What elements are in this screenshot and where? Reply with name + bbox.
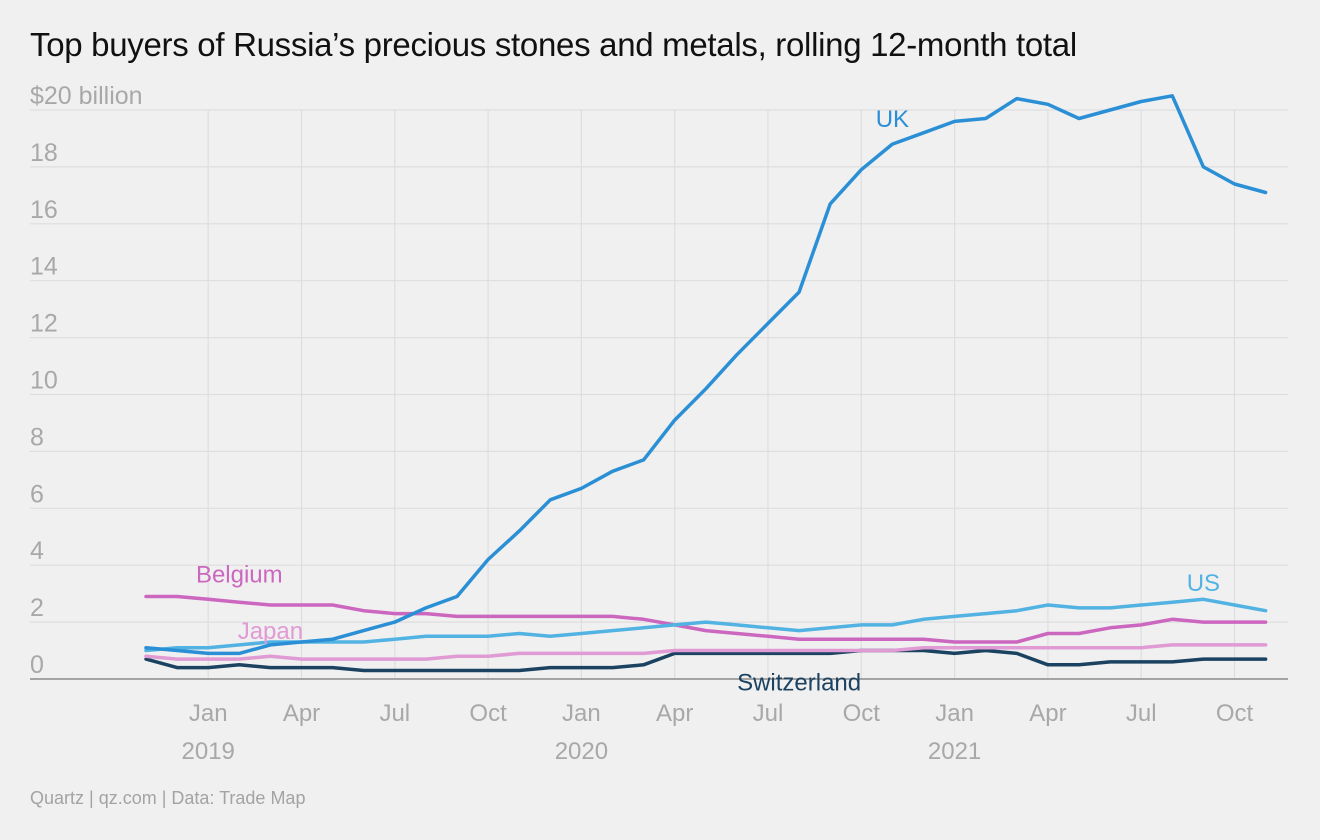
x-tick-label: Jul	[753, 700, 784, 727]
grid-lines	[30, 109, 1288, 679]
x-tick-label: Apr	[283, 700, 320, 727]
x-year-label: 2020	[555, 738, 608, 765]
y-tick-label: 12	[30, 310, 58, 338]
x-tick-label: Jan	[189, 700, 228, 727]
y-axis: 0 2 4 6 8 10 12 14 16 18 $20 billion	[30, 82, 143, 679]
y-tick-label: 14	[30, 253, 58, 281]
x-tick-label: Oct	[1216, 700, 1254, 727]
series-labels: UK US Belgium Japan Switzerland	[196, 106, 1220, 696]
series-lines	[144, 94, 1268, 673]
x-tick-label: Jul	[379, 700, 410, 727]
x-tick-label: Apr	[656, 700, 693, 727]
chart-source: Quartz | qz.com | Data: Trade Map	[30, 788, 306, 808]
series-label-uk: UK	[876, 106, 909, 133]
y-tick-label: 18	[30, 139, 58, 167]
series-label-belgium: Belgium	[196, 561, 283, 588]
x-tick-label: Jul	[1126, 700, 1157, 727]
x-axis: Jan Apr Jul Oct Jan Apr Jul Oct Jan Apr Jul Oct 2019…	[30, 678, 1288, 765]
x-year-label: 2019	[182, 738, 235, 765]
y-tick-label: 2	[30, 594, 44, 622]
series-line-japan	[144, 643, 1268, 661]
x-tick-label: Jan	[562, 700, 601, 727]
series-label-japan: Japan	[238, 618, 303, 645]
y-tick-label: 10	[30, 367, 58, 395]
y-tick-label: 4	[30, 537, 44, 565]
series-line-us	[144, 597, 1268, 653]
series-label-us: US	[1187, 570, 1220, 597]
y-tick-label: 8	[30, 423, 44, 451]
y-tick-label: $20 billion	[30, 82, 143, 110]
x-tick-label: Jan	[935, 700, 974, 727]
x-tick-label: Apr	[1029, 700, 1066, 727]
series-line-uk	[144, 94, 1268, 656]
x-tick-label: Oct	[843, 700, 881, 727]
x-tick-label: Oct	[469, 700, 507, 727]
series-line-switzerland	[144, 648, 1268, 673]
y-tick-label: 0	[30, 651, 44, 679]
series-line-belgium	[144, 594, 1268, 644]
x-year-label: 2021	[928, 738, 981, 765]
series-label-switzerland: Switzerland	[737, 669, 861, 696]
y-tick-label: 6	[30, 480, 44, 508]
y-tick-label: 16	[30, 196, 58, 224]
chart-title: Top buyers of Russia’s precious stones a…	[30, 26, 1077, 63]
